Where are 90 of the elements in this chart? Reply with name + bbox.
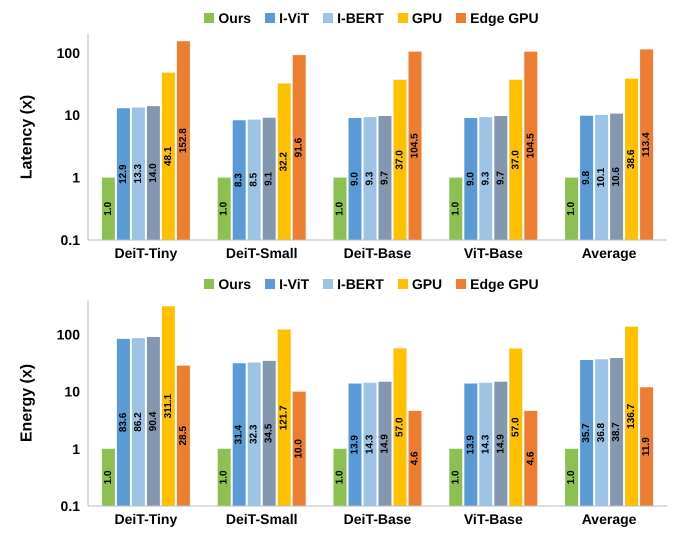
data-label: 9.7 xyxy=(379,170,390,185)
data-label: 11.9 xyxy=(641,436,652,456)
data-label: 4.6 xyxy=(409,451,420,466)
y-axis-title: Latency (x) xyxy=(18,94,36,180)
data-label: 10.0 xyxy=(294,438,305,459)
y-tick-label: 0.1 xyxy=(60,232,80,248)
y-tick-label: 10 xyxy=(64,107,80,124)
data-label: 1.0 xyxy=(566,470,578,484)
data-label: 37.0 xyxy=(510,150,522,170)
data-label: 86.2 xyxy=(132,412,144,432)
y-tick-label: 100 xyxy=(56,44,80,61)
data-label: 1.0 xyxy=(102,470,114,484)
y-tick-label: 100 xyxy=(56,326,80,342)
data-label: 9.1 xyxy=(264,171,275,186)
data-label: 37.0 xyxy=(394,150,406,170)
legend-label: I-ViT xyxy=(279,276,310,292)
data-label: 57.0 xyxy=(510,417,522,437)
x-tick-label: ViT-Base xyxy=(464,510,523,527)
data-label: 13.9 xyxy=(465,434,476,454)
data-label: 104.5 xyxy=(525,132,536,158)
data-label: 14.9 xyxy=(495,434,506,454)
legend-label: Ours xyxy=(218,276,252,292)
x-tick-label: DeiT-Small xyxy=(226,244,298,261)
data-label: 38.6 xyxy=(626,149,638,170)
legend-label: Ours xyxy=(218,10,252,26)
data-label: 35.7 xyxy=(581,422,592,443)
data-label: 9.3 xyxy=(364,171,376,186)
data-label: 9.0 xyxy=(465,172,476,186)
y-tick-label: 1 xyxy=(72,440,80,457)
data-label: 311.1 xyxy=(162,393,174,418)
data-label: 13.3 xyxy=(132,164,144,184)
data-label: 136.7 xyxy=(626,403,638,429)
legend-label: I-ViT xyxy=(279,10,310,26)
x-tick-label: DeiT-Base xyxy=(344,244,412,261)
data-label: 14.9 xyxy=(379,434,390,454)
data-label: 1.0 xyxy=(218,201,230,216)
data-label: 1.0 xyxy=(102,201,114,216)
y-tick-label: 0.1 xyxy=(60,498,80,514)
data-label: 91.6 xyxy=(294,137,305,158)
data-label: 38.7 xyxy=(611,422,622,442)
data-label: 121.7 xyxy=(278,404,290,430)
data-label: 1.0 xyxy=(450,201,462,216)
x-tick-label: ViT-Base xyxy=(464,244,523,261)
data-label: 90.4 xyxy=(148,411,159,432)
x-tick-label: DeiT-Base xyxy=(344,510,412,527)
data-label: 9.7 xyxy=(495,170,506,185)
y-tick-label: 1 xyxy=(72,170,80,186)
data-label: 4.6 xyxy=(525,451,536,466)
y-axis-title: Energy (x) xyxy=(18,364,36,442)
data-label: 28.5 xyxy=(178,426,189,446)
data-label: 1.0 xyxy=(566,201,578,216)
y-tick-label: 10 xyxy=(64,384,80,400)
data-label: 152.8 xyxy=(178,128,189,154)
data-label: 1.0 xyxy=(334,470,346,484)
data-label: 36.8 xyxy=(596,422,608,442)
x-tick-label: DeiT-Small xyxy=(226,510,298,527)
data-label: 14.3 xyxy=(364,434,376,454)
legend-label: I-BERT xyxy=(337,10,384,26)
data-label: 8.3 xyxy=(234,172,245,188)
x-tick-label: DeiT-Tiny xyxy=(114,510,178,527)
data-label: 83.6 xyxy=(118,412,129,432)
data-label: 10.6 xyxy=(611,166,622,187)
data-label: 14.0 xyxy=(148,162,159,183)
data-label: 1.0 xyxy=(218,470,230,484)
legend-label: I-BERT xyxy=(337,276,384,292)
data-label: 57.0 xyxy=(394,417,406,437)
x-tick-label: Average xyxy=(582,510,637,527)
data-label: 10.1 xyxy=(596,167,608,188)
data-label: 14.3 xyxy=(480,434,492,454)
data-label: 48.1 xyxy=(162,146,174,166)
legend-label: GPU xyxy=(412,10,442,26)
data-label: 13.9 xyxy=(349,434,360,454)
legend-label: Edge GPU xyxy=(470,276,539,292)
data-label: 8.5 xyxy=(248,172,260,187)
data-label: 32.3 xyxy=(248,424,260,444)
legend-label: Edge GPU xyxy=(470,10,539,26)
data-label: 9.8 xyxy=(581,170,592,185)
data-label: 104.5 xyxy=(409,132,420,158)
data-label: 31.4 xyxy=(234,424,245,444)
data-label: 12.9 xyxy=(118,164,129,184)
data-label: 9.0 xyxy=(349,172,360,186)
data-label: 9.3 xyxy=(480,171,492,186)
data-label: 32.2 xyxy=(278,152,290,172)
legend-label: GPU xyxy=(412,276,442,292)
data-label: 34.5 xyxy=(264,423,275,444)
data-label: 113.4 xyxy=(641,132,652,157)
x-tick-label: Average xyxy=(582,244,637,261)
data-label: 1.0 xyxy=(450,470,462,484)
x-tick-label: DeiT-Tiny xyxy=(114,244,178,261)
data-label: 1.0 xyxy=(334,201,346,216)
